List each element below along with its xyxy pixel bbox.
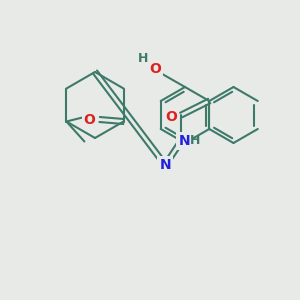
Text: O: O (165, 110, 177, 124)
Text: O: O (149, 62, 161, 76)
Text: H: H (138, 52, 148, 65)
Text: N: N (159, 158, 171, 172)
Text: N: N (178, 134, 190, 148)
Text: H: H (190, 134, 200, 148)
Text: O: O (84, 112, 95, 127)
